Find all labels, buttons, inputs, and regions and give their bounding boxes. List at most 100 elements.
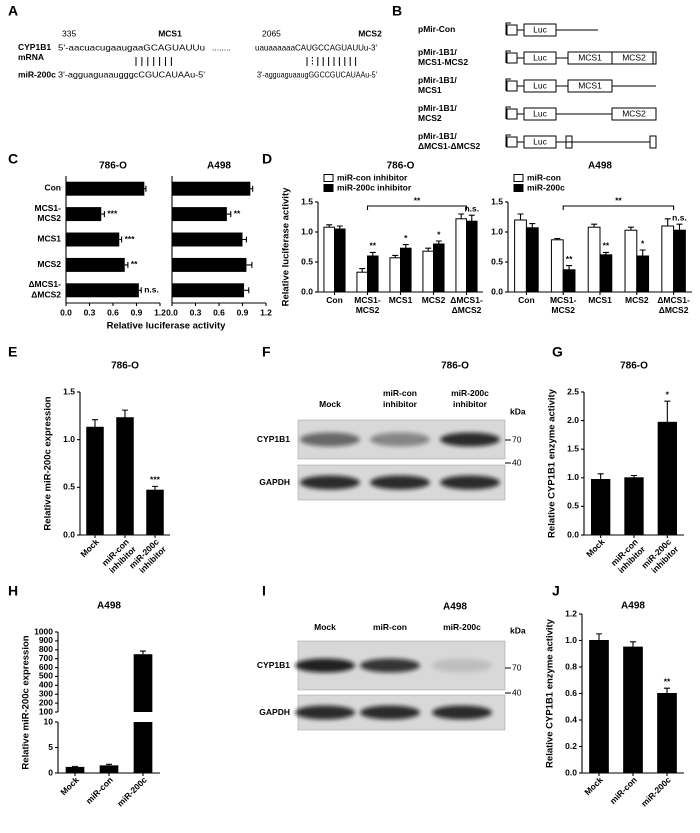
y-tick-label: 800 xyxy=(39,644,53,654)
y-tick-label: 100 xyxy=(39,706,53,716)
error-bar xyxy=(226,211,232,218)
chart-title: A498 xyxy=(588,161,612,172)
y-tick-label: 1.0 xyxy=(567,472,579,482)
band xyxy=(432,658,492,673)
x-tick-label: 1.2 xyxy=(260,307,272,317)
construct-label: pMir-Con xyxy=(418,24,455,34)
error-bar xyxy=(140,650,146,655)
y-tick-label: 0.4 xyxy=(565,714,577,724)
bar xyxy=(133,722,153,773)
bar xyxy=(657,421,678,536)
error-bar xyxy=(591,223,598,228)
x-tick-label: 0.0 xyxy=(60,307,72,317)
label-line: Mock xyxy=(314,622,336,632)
bar xyxy=(657,693,677,774)
error-bar xyxy=(246,261,253,268)
legend-swatch xyxy=(513,174,524,182)
x-tick-label: Con xyxy=(326,295,343,305)
y-tick-label: 2.0 xyxy=(567,415,579,425)
chart-title: 786-O xyxy=(620,361,648,372)
box xyxy=(506,80,518,92)
bar xyxy=(66,283,139,298)
y-tick-label: 2.5 xyxy=(567,386,579,396)
sequence: uauaaaaaaCAUGCCAGUAUUu-3' xyxy=(255,42,377,52)
x-tick-label: miR-con xyxy=(84,775,115,806)
legend-swatch xyxy=(323,184,334,192)
promoter xyxy=(505,78,511,91)
bar xyxy=(323,226,336,293)
site-box xyxy=(565,135,573,149)
site-label: MCS1 xyxy=(158,28,182,38)
x-tick-label: Mock xyxy=(583,775,606,798)
x-tick-label: miR-coninhibitor xyxy=(609,536,648,575)
error-bar xyxy=(242,236,247,243)
error-bar xyxy=(602,251,609,255)
label-line: MCS1 xyxy=(418,85,442,95)
band xyxy=(440,475,500,490)
y-axis-label: Relative CYP1B1 enzyme activity xyxy=(545,618,556,768)
site-label: MCS2 xyxy=(358,28,382,38)
luc-label: Luc xyxy=(533,136,547,146)
label-line: MCS2 xyxy=(356,305,380,315)
annotation: ** xyxy=(603,241,610,251)
legend-label: miR-con xyxy=(527,172,561,182)
construct-label: pMir-1B1/MCS1-MCS2 xyxy=(418,47,468,67)
y-tick-label: 900 xyxy=(39,635,53,645)
label-line: Con xyxy=(44,183,61,193)
x-tick-label: MCS2 xyxy=(625,295,649,305)
y-tick-label: 0.2 xyxy=(565,741,577,751)
annotation: *** xyxy=(150,475,161,485)
x-tick-label: Mock xyxy=(584,537,607,560)
error-bar xyxy=(597,473,604,480)
error-bar xyxy=(664,218,671,226)
label-line: ΔMCS1-ΔMCS2 xyxy=(418,141,481,151)
panel-letter: E xyxy=(8,344,17,360)
label-line: MCS2 xyxy=(551,305,575,315)
x-tick-label: ΔMCS1-ΔMCS2 xyxy=(657,295,690,315)
bar xyxy=(623,646,643,774)
bar xyxy=(367,255,379,293)
label-line: miR-con xyxy=(608,775,639,806)
band xyxy=(370,432,430,447)
protein-label: CYP1B1 xyxy=(257,434,290,444)
chart-title: 786-O xyxy=(387,161,415,172)
error-bar xyxy=(359,268,366,273)
label-line: mRNA xyxy=(18,52,44,62)
bar xyxy=(65,766,85,773)
label-line: miR-200c xyxy=(115,775,149,809)
y-tick-label: Con xyxy=(44,183,61,193)
error-bar xyxy=(402,244,409,249)
bar xyxy=(172,257,247,272)
y-tick-label: 0.0 xyxy=(565,767,577,777)
panel-letter: D xyxy=(262,151,272,167)
bar xyxy=(562,269,576,293)
y-tick-label: 1.5 xyxy=(63,386,75,396)
label-line: MCS1- xyxy=(354,295,381,305)
label-line: MCS1 xyxy=(588,295,612,305)
error-bar xyxy=(435,240,442,244)
bar xyxy=(356,271,369,293)
position: 2065 xyxy=(262,28,281,38)
site-box xyxy=(611,107,657,121)
bar xyxy=(172,283,245,298)
x-tick-label: MCS1-MCS2 xyxy=(354,295,381,315)
blot-title: A498 xyxy=(443,602,467,613)
blot-title: 786-O xyxy=(441,361,469,372)
marker-label: 40 xyxy=(512,457,522,467)
x-axis-label: Relative luciferase activity xyxy=(107,321,227,332)
label-line: Con xyxy=(518,295,535,305)
label-line: miR-con xyxy=(383,388,417,398)
x-tick-label: miR-200c xyxy=(115,775,149,809)
lane-label: Mock xyxy=(319,399,341,409)
band xyxy=(295,658,355,673)
label-line: MCS2 xyxy=(418,113,442,123)
y-tick-label: MCS1-MCS2 xyxy=(35,203,62,223)
annotation: n.s. xyxy=(672,212,687,222)
bar xyxy=(591,479,611,536)
bar xyxy=(172,207,227,222)
protein-label: CYP1B1 xyxy=(257,660,290,670)
annotation: n.s. xyxy=(144,285,159,295)
panel-letter: C xyxy=(8,151,18,167)
error-bar xyxy=(627,226,634,231)
